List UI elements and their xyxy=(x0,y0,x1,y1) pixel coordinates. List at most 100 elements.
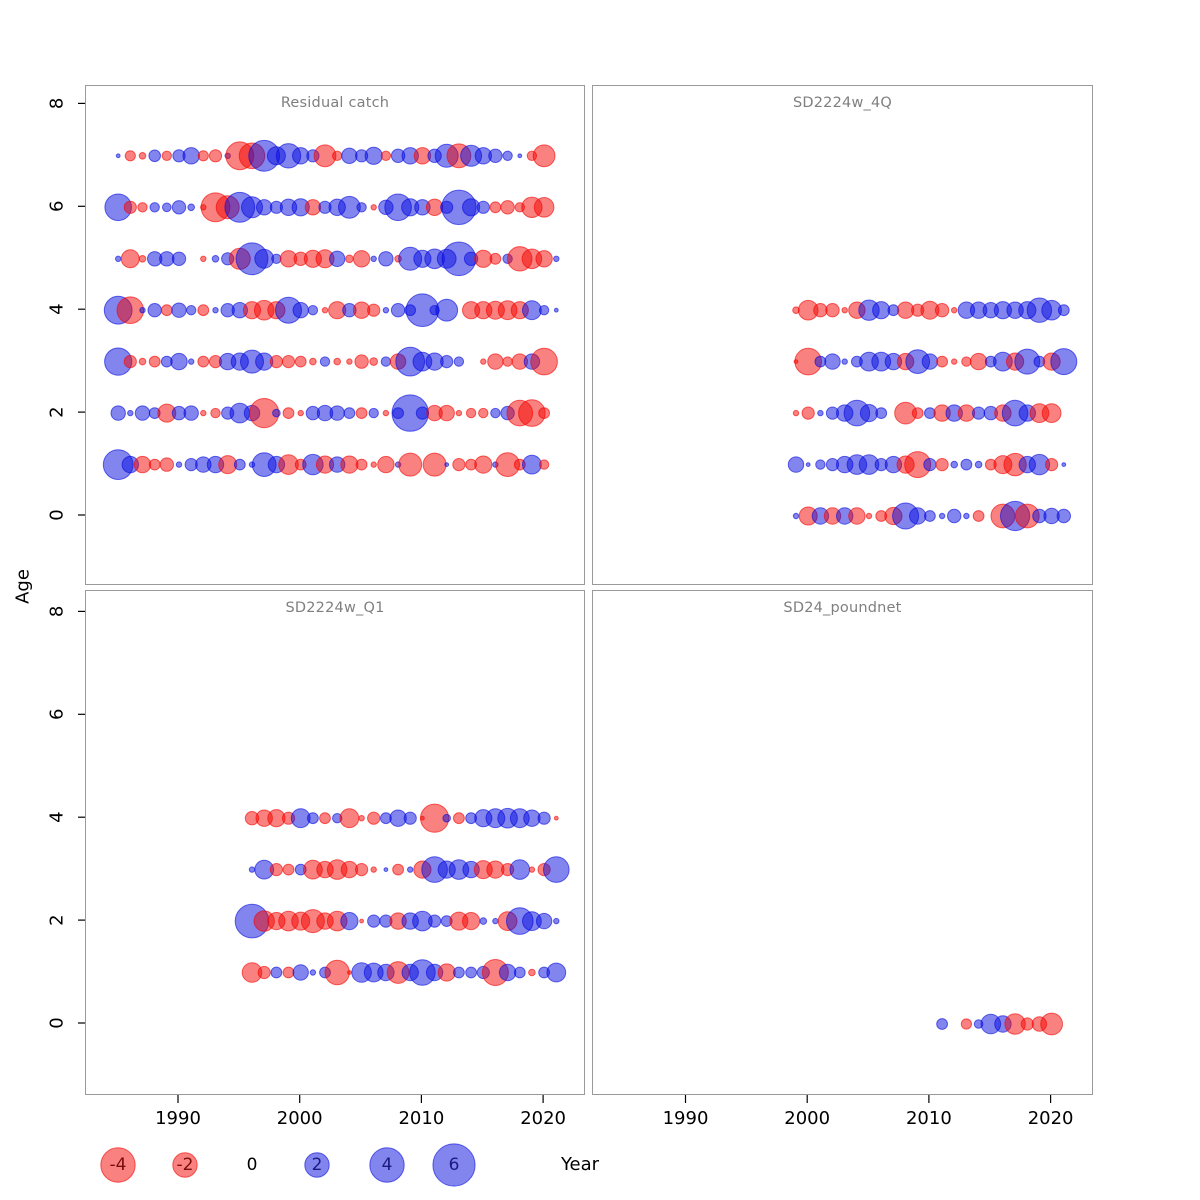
bubble xyxy=(875,407,888,420)
bubble xyxy=(923,458,937,472)
bubble xyxy=(115,153,121,159)
bubble xyxy=(403,811,417,825)
bubble xyxy=(200,255,207,263)
bubble xyxy=(474,455,493,474)
bubble xyxy=(489,201,502,214)
bubble xyxy=(535,912,553,930)
bubble xyxy=(159,457,175,472)
bubble xyxy=(383,867,389,873)
bubble xyxy=(478,407,489,419)
bubble xyxy=(171,200,187,215)
bubble xyxy=(171,302,187,318)
bubble xyxy=(813,303,828,318)
bubble xyxy=(212,307,219,314)
bubble xyxy=(343,407,356,420)
legend-bubble xyxy=(369,1147,405,1183)
bubble xyxy=(170,352,188,371)
bubble xyxy=(947,508,962,524)
bubble xyxy=(340,912,359,931)
bubble xyxy=(453,356,465,367)
bubble xyxy=(233,458,246,471)
panel-title: SD2224w_Q1 xyxy=(285,600,385,616)
bubble xyxy=(307,812,319,825)
bubble xyxy=(872,301,891,320)
bubble xyxy=(378,251,394,267)
bubble xyxy=(149,202,160,213)
bubble xyxy=(367,914,381,928)
x-tick-label: 1990 xyxy=(663,1108,709,1129)
bubble xyxy=(147,303,162,318)
bubble xyxy=(951,358,958,365)
bubble xyxy=(115,255,122,263)
bubble xyxy=(123,355,137,369)
legend-bubble xyxy=(100,1147,136,1183)
bubble xyxy=(407,866,414,873)
bubble xyxy=(972,406,986,420)
bubble xyxy=(951,307,958,314)
bubble xyxy=(517,153,523,159)
bubble xyxy=(370,866,377,873)
bubble xyxy=(522,300,542,321)
bubble xyxy=(271,253,282,265)
bubble xyxy=(171,251,187,267)
bubble xyxy=(936,1018,949,1030)
bubble xyxy=(492,917,499,925)
bubble xyxy=(292,964,309,981)
y-tick-label: 6 xyxy=(47,709,68,720)
legend-value-label: 2 xyxy=(312,1155,323,1175)
y-tick-label: 2 xyxy=(47,406,68,417)
bubble xyxy=(513,966,526,979)
bubble xyxy=(490,407,501,419)
bubble xyxy=(186,305,197,316)
bubble xyxy=(269,863,283,877)
bubble xyxy=(123,200,137,214)
bubble xyxy=(428,914,442,928)
bubble xyxy=(380,356,392,367)
bubble xyxy=(936,355,949,368)
legend-bubble xyxy=(432,1143,476,1187)
bubble xyxy=(248,866,256,873)
bubble xyxy=(859,404,879,423)
bubble xyxy=(270,966,283,979)
bubble xyxy=(339,808,360,829)
bubble xyxy=(841,358,848,365)
bubble xyxy=(452,458,466,472)
bubble xyxy=(533,197,555,218)
bubble xyxy=(422,452,447,477)
bubble xyxy=(1041,403,1062,424)
bubble xyxy=(398,452,423,477)
bubble xyxy=(208,149,223,163)
bubble xyxy=(442,813,452,823)
bubble xyxy=(187,203,195,212)
bubble xyxy=(368,407,379,419)
bubble xyxy=(538,407,551,420)
bubble xyxy=(1040,1012,1064,1036)
bubble xyxy=(354,354,369,369)
bubble xyxy=(364,146,383,165)
x-tick-label: 2010 xyxy=(906,1108,952,1129)
bubble-canvas xyxy=(234,803,570,986)
bubble xyxy=(161,150,173,162)
bubble xyxy=(297,409,304,417)
bubble xyxy=(390,303,406,318)
bubble xyxy=(292,302,309,319)
bubble xyxy=(792,512,800,520)
x-tick-label: 2020 xyxy=(1028,1108,1074,1129)
bubble xyxy=(435,298,459,322)
bubble xyxy=(924,510,936,522)
bubble xyxy=(281,355,296,369)
bubble xyxy=(543,856,570,883)
bubble xyxy=(200,409,207,417)
bubble xyxy=(528,866,536,873)
bubble xyxy=(528,968,536,977)
bubble-canvas xyxy=(936,1012,1064,1036)
bubble xyxy=(197,150,209,162)
bubble xyxy=(522,454,542,475)
bubble xyxy=(841,307,848,314)
bubble xyxy=(355,407,368,420)
bubble xyxy=(309,357,317,366)
bubble xyxy=(345,254,354,264)
bubble xyxy=(787,456,805,473)
bubble xyxy=(921,353,939,370)
